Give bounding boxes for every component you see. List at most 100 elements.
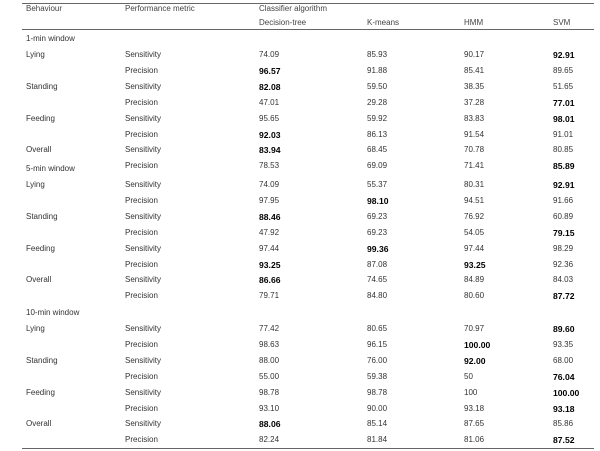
- section-title-10-min-window: 10-min window: [26, 308, 80, 317]
- metric-label: Precision: [125, 196, 158, 205]
- value-decision-tree: 98.63: [259, 340, 280, 349]
- value-svm: 92.91: [553, 180, 575, 190]
- value-decision-tree: 97.95: [259, 196, 280, 205]
- behaviour-label: Standing: [26, 82, 58, 91]
- metric-label: Sensitivity: [125, 324, 162, 333]
- section-title-1-min-window: 1-min window: [26, 34, 75, 43]
- value-k-means: 85.93: [367, 50, 388, 59]
- value-svm: 92.36: [553, 260, 574, 269]
- header-rule: [22, 29, 594, 30]
- value-hmm: 71.41: [464, 161, 485, 170]
- header-k-means: K-means: [367, 18, 400, 27]
- value-svm: 92.91: [553, 50, 575, 60]
- value-svm: 93.18: [553, 404, 575, 414]
- value-hmm: 84.89: [464, 275, 485, 284]
- header-behaviour: Behaviour: [26, 4, 63, 13]
- value-svm: 87.72: [553, 291, 575, 301]
- value-decision-tree: 86.66: [259, 275, 281, 285]
- value-k-means: 98.10: [367, 196, 389, 206]
- value-hmm: 87.65: [464, 419, 485, 428]
- value-k-means: 90.00: [367, 404, 388, 413]
- value-k-means: 29.28: [367, 98, 388, 107]
- value-decision-tree: 79.71: [259, 291, 280, 300]
- value-k-means: 68.45: [367, 145, 388, 154]
- value-decision-tree: 98.78: [259, 388, 280, 397]
- value-svm: 91.01: [553, 130, 574, 139]
- table-top-rule: [22, 3, 594, 4]
- value-hmm: 80.60: [464, 291, 485, 300]
- value-hmm: 37.28: [464, 98, 485, 107]
- value-k-means: 74.65: [367, 275, 388, 284]
- metric-label: Sensitivity: [125, 145, 162, 154]
- value-hmm: 76.92: [464, 212, 485, 221]
- value-hmm: 81.06: [464, 435, 485, 444]
- value-svm: 98.01: [553, 114, 575, 124]
- behaviour-label: Lying: [26, 324, 45, 333]
- value-decision-tree: 97.44: [259, 244, 280, 253]
- value-hmm: 80.31: [464, 180, 485, 189]
- value-k-means: 96.15: [367, 340, 388, 349]
- value-svm: 76.04: [553, 372, 575, 382]
- value-k-means: 91.88: [367, 66, 388, 75]
- value-decision-tree: 93.25: [259, 260, 281, 270]
- metric-label: Precision: [125, 66, 158, 75]
- value-k-means: 85.14: [367, 419, 388, 428]
- value-decision-tree: 47.01: [259, 98, 280, 107]
- metric-label: Sensitivity: [125, 244, 162, 253]
- value-hmm: 93.25: [464, 260, 486, 270]
- value-decision-tree: 82.08: [259, 82, 281, 92]
- value-k-means: 80.65: [367, 324, 388, 333]
- metric-label: Precision: [125, 372, 158, 381]
- header-hmm: HMM: [464, 18, 484, 27]
- value-hmm: 91.54: [464, 130, 485, 139]
- behaviour-label: Feeding: [26, 114, 55, 123]
- value-hmm: 100.00: [464, 340, 491, 350]
- value-k-means: 99.36: [367, 244, 389, 254]
- metric-label: Sensitivity: [125, 388, 162, 397]
- metric-label: Sensitivity: [125, 180, 162, 189]
- value-svm: 89.65: [553, 66, 574, 75]
- value-svm: 98.29: [553, 244, 574, 253]
- value-hmm: 94.51: [464, 196, 485, 205]
- value-decision-tree: 78.53: [259, 161, 280, 170]
- value-hmm: 70.97: [464, 324, 485, 333]
- value-k-means: 55.37: [367, 180, 388, 189]
- value-hmm: 83.83: [464, 114, 485, 123]
- value-hmm: 90.17: [464, 50, 485, 59]
- value-k-means: 69.23: [367, 228, 388, 237]
- metric-label: Precision: [125, 291, 158, 300]
- value-decision-tree: 88.46: [259, 212, 281, 222]
- value-svm: 80.85: [553, 145, 574, 154]
- metric-label: Precision: [125, 404, 158, 413]
- value-decision-tree: 93.10: [259, 404, 280, 413]
- table-bottom-rule: [22, 448, 594, 449]
- value-svm: 89.60: [553, 324, 575, 334]
- value-decision-tree: 77.42: [259, 324, 280, 333]
- header-svm: SVM: [553, 18, 571, 27]
- value-decision-tree: 47.92: [259, 228, 280, 237]
- value-decision-tree: 92.03: [259, 130, 281, 140]
- metric-label: Precision: [125, 130, 158, 139]
- behaviour-label: Overall: [26, 419, 52, 428]
- value-svm: 93.35: [553, 340, 574, 349]
- metric-label: Sensitivity: [125, 114, 162, 123]
- value-k-means: 81.84: [367, 435, 388, 444]
- value-hmm: 93.18: [464, 404, 485, 413]
- behaviour-label: Lying: [26, 180, 45, 189]
- behaviour-label: Lying: [26, 50, 45, 59]
- metric-label: Sensitivity: [125, 82, 162, 91]
- value-hmm: 54.05: [464, 228, 485, 237]
- value-k-means: 69.09: [367, 161, 388, 170]
- value-hmm: 97.44: [464, 244, 485, 253]
- behaviour-label: Feeding: [26, 388, 55, 397]
- value-svm: 91.66: [553, 196, 574, 205]
- value-decision-tree: 88.06: [259, 419, 281, 429]
- metric-label: Sensitivity: [125, 356, 162, 365]
- value-hmm: 70.78: [464, 145, 485, 154]
- header-decision-tree: Decision-tree: [259, 18, 307, 27]
- metric-label: Sensitivity: [125, 275, 162, 284]
- metric-label: Sensitivity: [125, 212, 162, 221]
- value-decision-tree: 96.57: [259, 66, 281, 76]
- value-svm: 79.15: [553, 228, 575, 238]
- metric-label: Sensitivity: [125, 50, 162, 59]
